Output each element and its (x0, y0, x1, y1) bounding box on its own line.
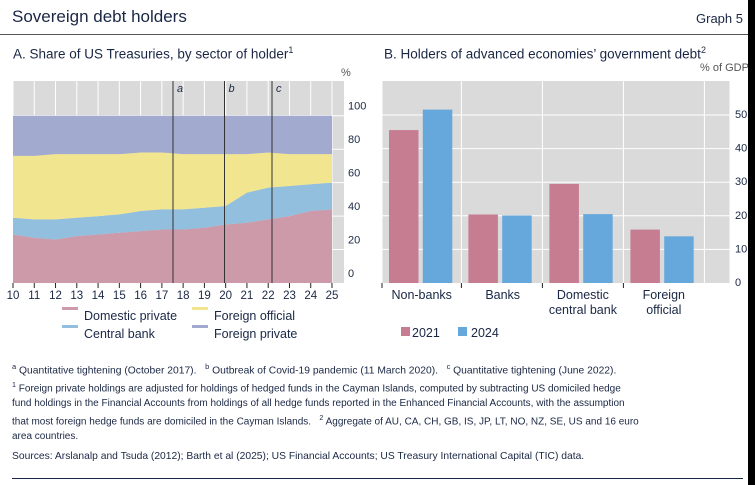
svg-text:Domestic: Domestic (557, 288, 609, 302)
svg-text:50: 50 (735, 109, 747, 121)
svg-text:Non-banks: Non-banks (391, 288, 451, 302)
svg-text:10: 10 (735, 243, 747, 255)
svg-text:Banks: Banks (485, 288, 520, 302)
svg-text:40: 40 (735, 143, 747, 155)
svg-text:20: 20 (735, 210, 747, 222)
svg-text:Foreign: Foreign (643, 288, 685, 302)
svg-text:0: 0 (735, 277, 741, 289)
svg-text:central bank: central bank (549, 303, 618, 317)
svg-text:official: official (646, 303, 681, 317)
svg-text:% of GDP: % of GDP (700, 62, 749, 74)
svg-text:30: 30 (735, 176, 747, 188)
